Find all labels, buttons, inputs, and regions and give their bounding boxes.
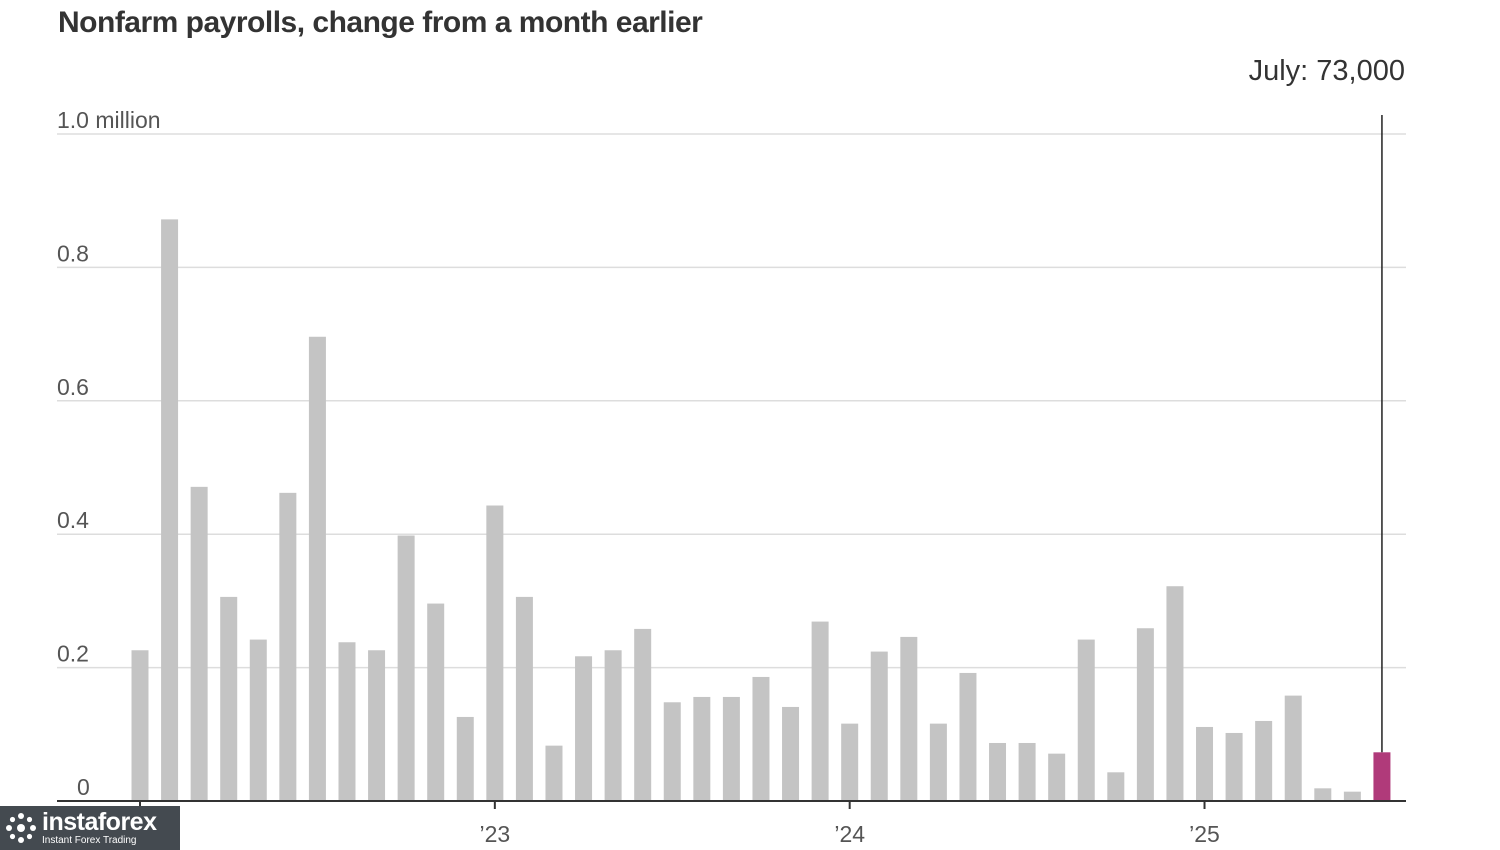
bar bbox=[604, 650, 622, 801]
y-tick-label: 1.0 million bbox=[57, 107, 161, 133]
instaforex-logo-icon bbox=[6, 813, 36, 843]
x-tick-label: ’24 bbox=[834, 821, 865, 847]
bar bbox=[1166, 586, 1184, 801]
bar bbox=[1225, 732, 1243, 801]
bar bbox=[1048, 753, 1066, 801]
bar bbox=[190, 486, 208, 801]
bar bbox=[249, 639, 267, 801]
bar bbox=[1255, 720, 1273, 801]
annotation-label: July: 73,000 bbox=[1249, 55, 1405, 87]
bar bbox=[338, 642, 356, 801]
bar bbox=[575, 656, 593, 801]
bar bbox=[782, 706, 800, 801]
bar bbox=[1314, 788, 1332, 801]
bar bbox=[634, 628, 652, 801]
y-tick-label: 0.2 bbox=[57, 641, 89, 667]
bar bbox=[456, 716, 474, 801]
bar bbox=[722, 696, 740, 801]
gridlines bbox=[57, 133, 1406, 669]
bar bbox=[959, 672, 977, 801]
y-tick-label: 0.4 bbox=[57, 507, 89, 533]
bar bbox=[900, 636, 918, 801]
bar bbox=[220, 596, 238, 801]
instaforex-watermark: instaforex Instant Forex Trading bbox=[0, 806, 180, 850]
bar bbox=[1196, 726, 1214, 801]
bar bbox=[870, 651, 888, 801]
bar bbox=[427, 603, 445, 801]
x-tick-label: ’23 bbox=[479, 821, 510, 847]
bar bbox=[1136, 628, 1154, 801]
bar bbox=[841, 723, 859, 801]
bar bbox=[515, 596, 533, 801]
chart-title: Nonfarm payrolls, change from a month ea… bbox=[58, 6, 703, 39]
bar bbox=[752, 676, 770, 801]
bar bbox=[161, 219, 179, 802]
y-tick-label: 0.6 bbox=[57, 374, 89, 400]
bar bbox=[811, 621, 829, 801]
y-tick-label: 0 bbox=[77, 774, 90, 800]
bar bbox=[1284, 695, 1302, 801]
bars bbox=[131, 219, 1391, 802]
bar bbox=[1107, 772, 1125, 801]
bar bbox=[397, 535, 415, 801]
bar bbox=[308, 336, 326, 801]
bar bbox=[1343, 791, 1361, 801]
bar bbox=[989, 742, 1007, 801]
highlighted-bar bbox=[1373, 752, 1391, 801]
y-tick-label: 0.8 bbox=[57, 240, 89, 266]
watermark-tagline: Instant Forex Trading bbox=[42, 835, 137, 846]
bar bbox=[1018, 742, 1036, 801]
bar bbox=[693, 696, 711, 801]
bar bbox=[368, 650, 386, 801]
bar bbox=[131, 650, 149, 801]
bar bbox=[663, 702, 681, 801]
x-tick-label: ’25 bbox=[1189, 821, 1220, 847]
bar bbox=[1077, 639, 1095, 801]
bar bbox=[486, 505, 504, 801]
bar bbox=[279, 492, 297, 801]
watermark-brand: instaforex bbox=[42, 808, 157, 836]
bar bbox=[929, 723, 947, 801]
annotations: July: 73,000 bbox=[1249, 55, 1405, 753]
bar bbox=[545, 745, 563, 801]
